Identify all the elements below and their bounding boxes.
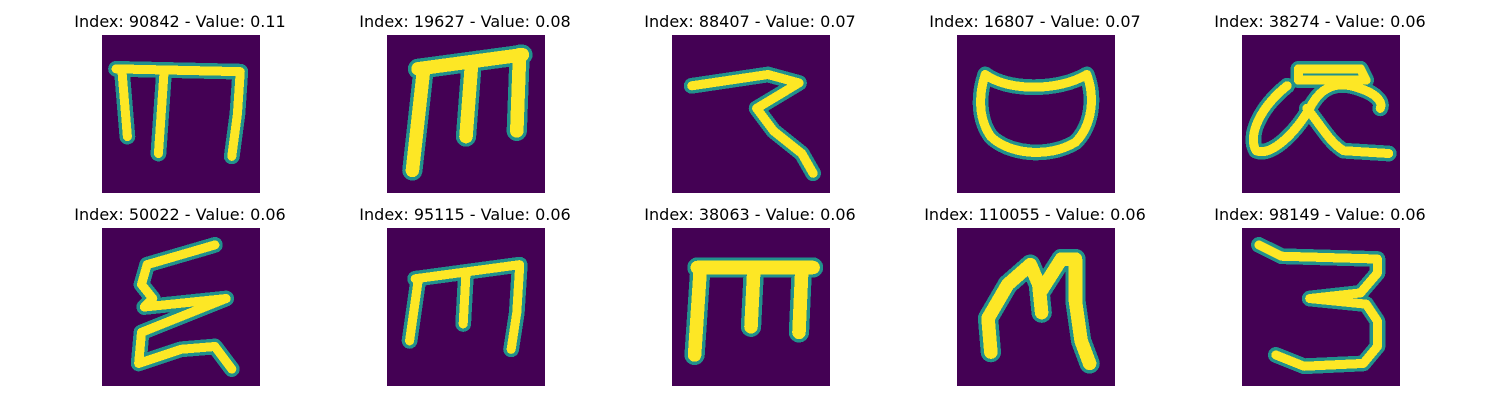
glyph-stroke [972, 66, 1100, 161]
glyph-canvas [102, 228, 260, 386]
glyph-canvas [672, 35, 830, 193]
glyph-stroke-core [1254, 240, 1382, 371]
glyph-stroke-core [687, 260, 820, 362]
glyph-stroke [108, 60, 249, 165]
panel-title: Index: 16807 - Value: 0.07 [929, 12, 1141, 31]
glyph-stroke [1245, 60, 1397, 162]
glyph-canvas [1242, 35, 1400, 193]
handwritten-glyph-image [387, 35, 545, 193]
panel-title: Index: 98149 - Value: 0.06 [1214, 205, 1426, 224]
glyph-canvas [102, 35, 260, 193]
handwritten-glyph-image [1242, 35, 1400, 193]
handwritten-glyph-image [102, 228, 260, 386]
grid-panel: Index: 95115 - Value: 0.06 [345, 205, 585, 386]
glyph-stroke [402, 44, 533, 181]
glyph-stroke-core [111, 64, 245, 161]
glyph-canvas [957, 228, 1115, 386]
glyph-stroke [684, 257, 824, 366]
handwritten-glyph-image [102, 35, 260, 193]
panel-title: Index: 50022 - Value: 0.06 [74, 205, 286, 224]
grid-panel: Index: 90842 - Value: 0.11 [60, 12, 300, 193]
grid-panel: Index: 50022 - Value: 0.06 [60, 205, 300, 386]
handwritten-glyph-image [672, 35, 830, 193]
glyph-stroke-core [134, 240, 237, 374]
glyph-stroke [683, 66, 821, 182]
glyph-canvas [387, 35, 545, 193]
glyph-canvas [387, 228, 545, 386]
panel-title: Index: 88407 - Value: 0.07 [644, 12, 856, 31]
panel-title: Index: 38274 - Value: 0.06 [1214, 12, 1426, 31]
glyph-canvas [672, 228, 830, 386]
glyph-canvas [957, 35, 1115, 193]
grid-panel: Index: 19627 - Value: 0.08 [345, 12, 585, 193]
handwritten-glyph-image [672, 228, 830, 386]
glyph-canvas [1242, 228, 1400, 386]
grid-panel: Index: 16807 - Value: 0.07 [915, 12, 1155, 193]
grid-panel: Index: 110055 - Value: 0.06 [915, 205, 1155, 386]
glyph-stroke [1251, 237, 1386, 375]
glyph-stroke-core [405, 47, 530, 178]
handwritten-glyph-image [1242, 228, 1400, 386]
grid-panel: Index: 88407 - Value: 0.07 [630, 12, 870, 193]
glyph-stroke [977, 248, 1100, 374]
panel-title: Index: 95115 - Value: 0.06 [359, 205, 571, 224]
grid-panel: Index: 38274 - Value: 0.06 [1200, 12, 1440, 193]
glyph-stroke-core [405, 260, 525, 354]
handwritten-glyph-image [957, 35, 1115, 193]
glyph-stroke-core [976, 69, 1096, 157]
glyph-stroke-core [1248, 64, 1394, 159]
panel-title: Index: 110055 - Value: 0.06 [924, 205, 1146, 224]
handwritten-glyph-image [957, 228, 1115, 386]
panel-title: Index: 38063 - Value: 0.06 [644, 205, 856, 224]
grid-panel: Index: 98149 - Value: 0.06 [1200, 205, 1440, 386]
glyph-stroke [130, 237, 240, 377]
handwritten-glyph-image [387, 228, 545, 386]
glyph-stroke [401, 256, 528, 358]
panel-title: Index: 19627 - Value: 0.08 [359, 12, 571, 31]
grid-panel: Index: 38063 - Value: 0.06 [630, 205, 870, 386]
panel-title: Index: 90842 - Value: 0.11 [74, 12, 286, 31]
glyph-stroke-core [687, 69, 818, 178]
glyph-stroke-core [981, 252, 1097, 371]
